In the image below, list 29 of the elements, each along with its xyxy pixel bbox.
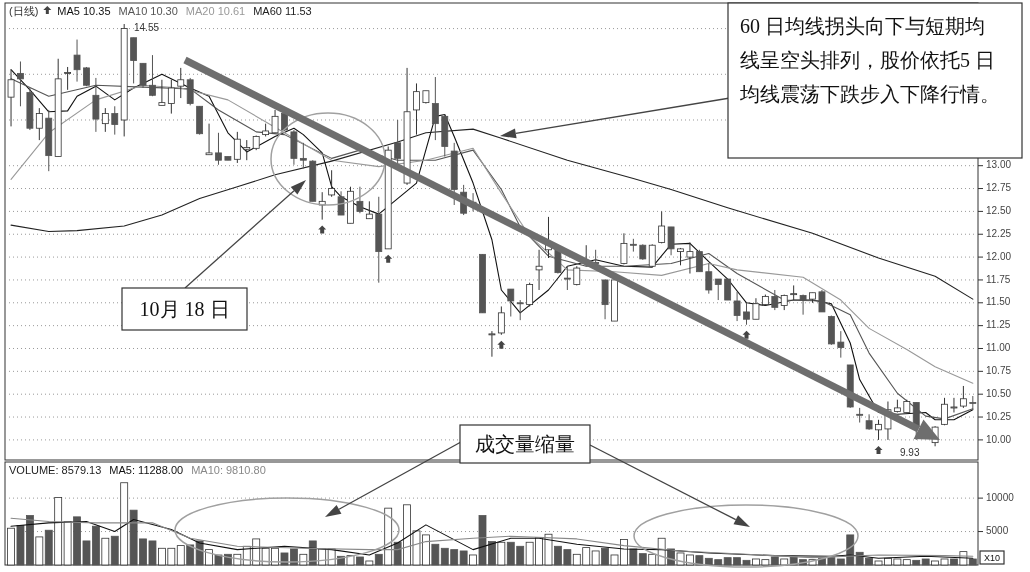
text: MA20 10.61	[185, 5, 246, 17]
text: MA5 10.35	[57, 5, 111, 17]
y-tick-label: 13.00	[986, 159, 1012, 171]
y-tick-label: 12.50	[986, 205, 1012, 217]
y-tick-label: 10.50	[986, 387, 1012, 399]
text: MA60 11.53	[253, 5, 312, 17]
annotation: 60 日均线拐头向下与短期均线呈空头排列，股价依托5 日均线震荡下跌步入下降行情。	[739, 15, 1000, 105]
y-tick-label: 10000	[986, 491, 1015, 503]
y-tick-label: 12.75	[986, 182, 1012, 194]
annotation: 成交量缩量	[475, 433, 575, 455]
series-label: VOLUME: 8579.13	[9, 464, 102, 476]
text: MA5: 11288.00	[109, 464, 184, 476]
y-tick-label: 10.75	[986, 364, 1012, 376]
y-tick-label: 11.75	[986, 273, 1011, 285]
y-tick-label: 11.00	[986, 342, 1011, 354]
y-tick-label: 11.50	[986, 296, 1011, 308]
y-tick-label: 11.25	[986, 319, 1011, 331]
text: X10	[983, 552, 1001, 563]
annotation: 10月 18 日	[139, 298, 230, 320]
annotation: 9.93	[900, 447, 920, 458]
text: MA10: 9810.80	[191, 464, 266, 476]
y-tick-label: 5000	[986, 525, 1009, 537]
text: MA10 10.30	[118, 5, 178, 17]
y-tick-label: 12.25	[986, 227, 1012, 239]
chart-title: (日线)	[9, 5, 39, 17]
y-tick-label: 10.25	[986, 410, 1012, 422]
y-tick-label: 10.00	[986, 433, 1012, 445]
y-tick-label: 12.00	[986, 250, 1012, 262]
annotation: 14.55	[134, 22, 160, 33]
